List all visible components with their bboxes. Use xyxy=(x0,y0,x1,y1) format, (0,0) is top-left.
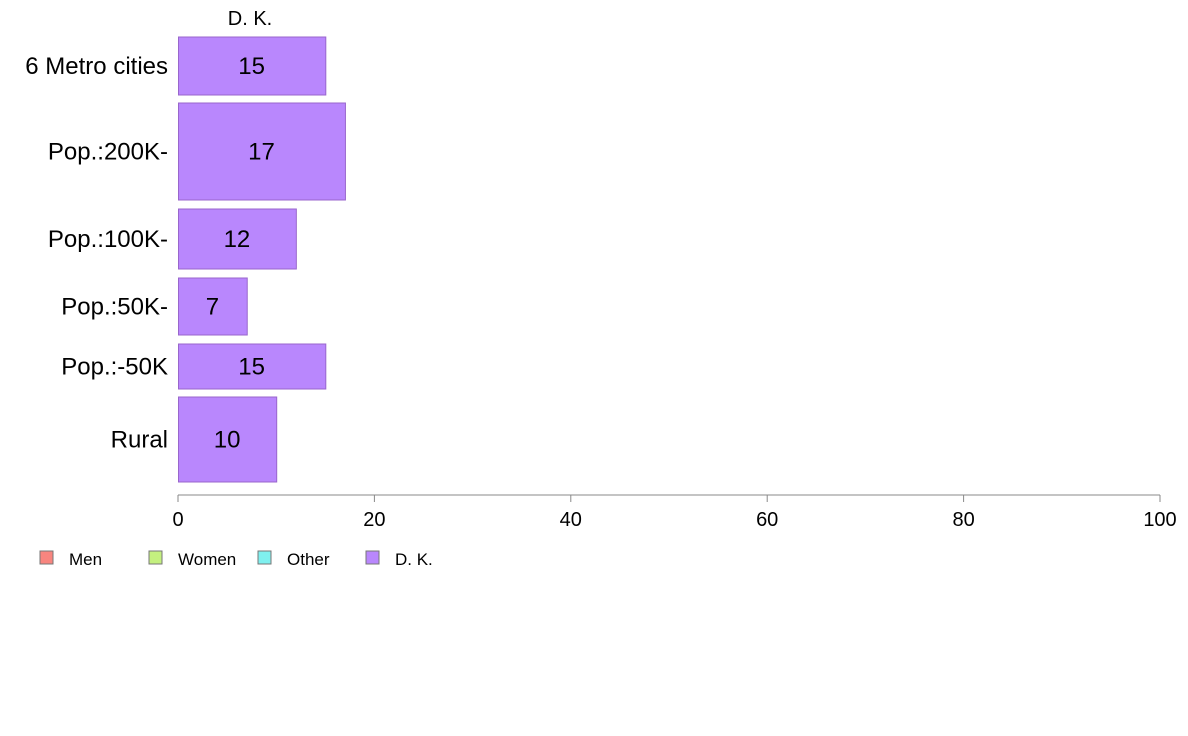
legend-swatch-1 xyxy=(148,550,163,565)
bar-4 xyxy=(178,343,327,390)
bar-0 xyxy=(178,36,327,96)
bar-1 xyxy=(178,102,346,201)
x-tick-label-5: 100 xyxy=(1143,509,1176,531)
legend-swatch-3 xyxy=(365,550,380,565)
x-tick-label-3: 60 xyxy=(756,509,778,531)
data-label-5: 10 xyxy=(214,427,241,454)
data-label-4: 15 xyxy=(238,354,265,381)
legend: Men Women Other D. K. xyxy=(39,550,433,569)
x-tick-label-0: 0 xyxy=(172,509,183,531)
x-axis: 0 20 40 60 80 100 xyxy=(172,494,1177,531)
legend-label-1: Women xyxy=(178,550,236,569)
category-label-1: Pop.:200K- xyxy=(48,139,168,166)
chart-title: D. K. xyxy=(228,8,272,30)
bars: 15 6 Metro cities 17 Pop.:200K- 12 Pop.:100K-… xyxy=(25,36,346,483)
data-label-0: 15 xyxy=(238,53,265,80)
category-label-3: Pop.:50K- xyxy=(61,294,168,321)
category-label-5: Rural xyxy=(111,427,168,454)
legend-label-2: Other xyxy=(287,550,330,569)
x-tick-label-4: 80 xyxy=(952,509,974,531)
bar-2 xyxy=(178,208,297,270)
legend-label-0: Men xyxy=(69,550,102,569)
category-label-0: 6 Metro cities xyxy=(25,53,168,80)
legend-label-3: D. K. xyxy=(395,550,433,569)
x-tick-label-2: 40 xyxy=(560,509,582,531)
category-label-4: Pop.:-50K xyxy=(61,354,168,381)
legend-swatch-2 xyxy=(257,550,272,565)
legend-swatch-0 xyxy=(39,550,54,565)
data-label-2: 12 xyxy=(224,226,251,253)
data-label-3: 7 xyxy=(206,294,219,321)
bar-3 xyxy=(178,277,248,336)
x-tick-label-1: 20 xyxy=(363,509,385,531)
bar-5 xyxy=(178,396,278,483)
category-label-2: Pop.:100K- xyxy=(48,226,168,253)
data-label-1: 17 xyxy=(248,139,275,166)
